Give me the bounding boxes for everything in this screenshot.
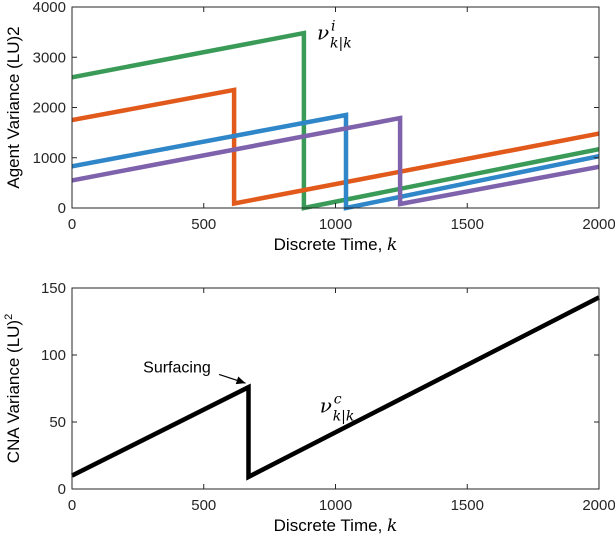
series-line-0 [70, 295, 601, 481]
y-tick-label: 3000 [33, 49, 66, 66]
callout-arrow-head [235, 376, 246, 385]
annotation-base: ν [317, 21, 329, 45]
x-tick-label: 500 [191, 497, 216, 514]
x-tick-label: 500 [191, 216, 216, 233]
x-tick-label: 2000 [582, 216, 615, 233]
nu-c-annotation: ν ck|k [320, 392, 355, 425]
plot-frame [71, 287, 600, 490]
x-tick-label: 0 [68, 216, 76, 233]
x-tick-label: 1000 [319, 497, 352, 514]
x-axis-label: Discrete Time, k [274, 516, 398, 536]
surfacing-label: Surfacing [143, 359, 211, 376]
cna-variance-chart: 0 500 1000 1500 2000 0 50 100 150 Discrete Time,… [3, 280, 615, 536]
x-tick-label: 0 [68, 497, 76, 514]
y-tick-label: 150 [41, 280, 66, 297]
nu-i-annotation: ν ik|k [317, 19, 352, 52]
y-axis-label: CNA Variance (LU)2 [3, 314, 23, 463]
x-tick-label: 1500 [451, 216, 484, 233]
agent-variance-chart: 0 500 1000 1500 2000 0 1000 2000 3000 4000 Discre… [4, 0, 615, 255]
y-tick-label: 0 [58, 481, 66, 498]
y-tick-label: 4000 [33, 0, 66, 16]
annotation-base: ν [320, 394, 332, 418]
annotation-sup: c [334, 392, 342, 408]
series-line-0 [71, 30, 600, 211]
y-tick-label: 2000 [33, 100, 66, 117]
annotation-sub: k|k [333, 409, 355, 425]
surfacing-callout: Surfacing [143, 359, 246, 385]
series-line-3 [71, 115, 600, 207]
y-tick-label: 0 [58, 200, 66, 217]
y-axis-label: Agent Variance (LU)2 [4, 26, 23, 188]
annotation-sub: k|k [330, 36, 352, 52]
annotation-sup: i [331, 19, 335, 35]
x-axis-label: Discrete Time, k [274, 235, 398, 255]
y-tick-label: 50 [49, 414, 66, 431]
x-tick-label: 2000 [582, 497, 615, 514]
x-tick-label: 1000 [319, 216, 352, 233]
series-line-2 [71, 112, 600, 211]
y-tick-label: 1000 [33, 150, 66, 167]
x-tick-label: 1500 [451, 497, 484, 514]
series-line-1 [71, 87, 600, 207]
y-tick-label: 100 [41, 347, 66, 364]
